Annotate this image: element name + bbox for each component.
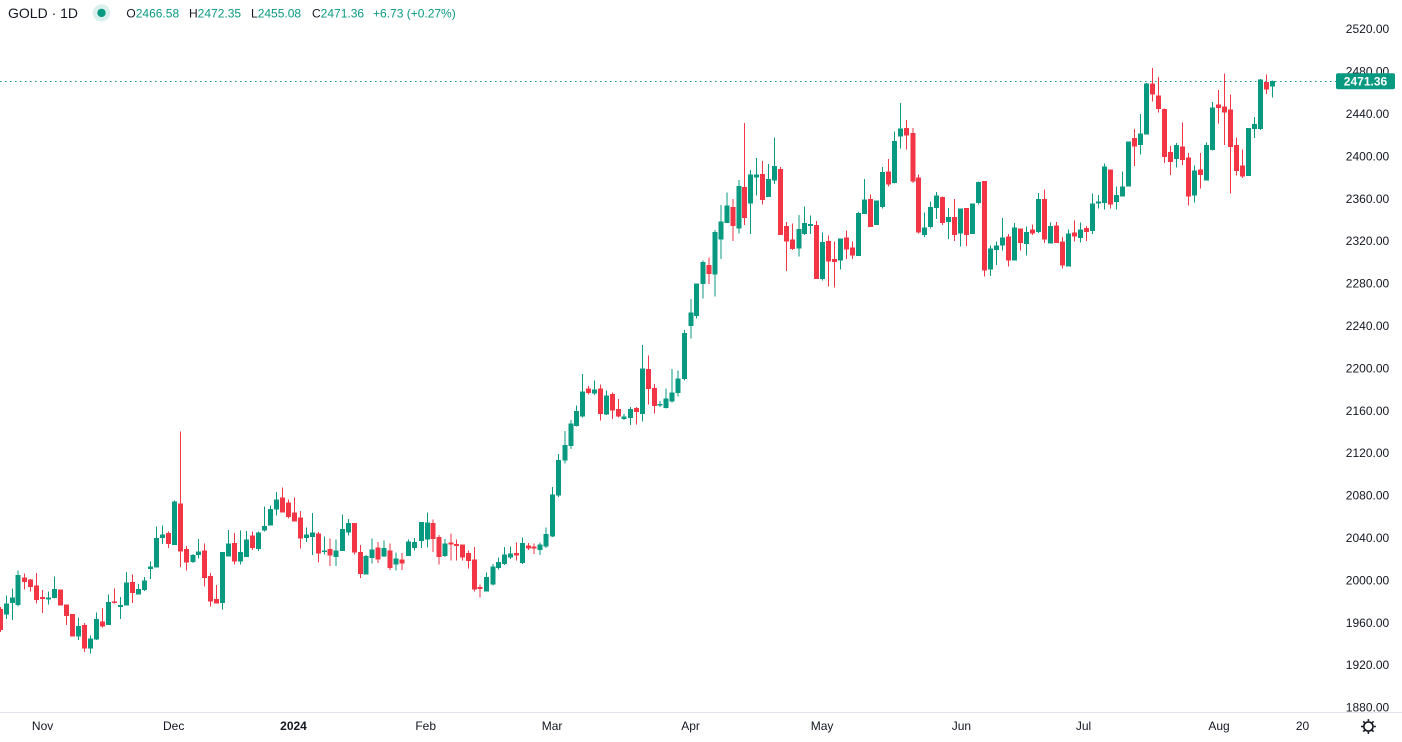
svg-text:2120.00: 2120.00 <box>1346 446 1390 460</box>
svg-text:2024: 2024 <box>280 719 307 733</box>
svg-text:2400.00: 2400.00 <box>1346 149 1390 163</box>
svg-text:Mar: Mar <box>542 719 563 733</box>
svg-text:L2455.08: L2455.08 <box>251 6 301 20</box>
svg-text:1880.00: 1880.00 <box>1346 701 1390 715</box>
svg-text:2440.00: 2440.00 <box>1346 107 1390 121</box>
svg-text:2320.00: 2320.00 <box>1346 234 1390 248</box>
svg-text:Dec: Dec <box>163 719 184 733</box>
svg-text:2240.00: 2240.00 <box>1346 319 1390 333</box>
svg-text:2360.00: 2360.00 <box>1346 192 1390 206</box>
svg-text:+6.73 (+0.27%): +6.73 (+0.27%) <box>373 6 456 20</box>
svg-text:H2472.35: H2472.35 <box>189 6 241 20</box>
svg-text:2160.00: 2160.00 <box>1346 404 1390 418</box>
svg-text:20: 20 <box>1296 719 1310 733</box>
svg-text:Aug: Aug <box>1208 719 1229 733</box>
svg-text:2471.36: 2471.36 <box>1344 75 1388 89</box>
svg-text:Apr: Apr <box>681 719 700 733</box>
svg-text:C2471.36: C2471.36 <box>312 6 364 20</box>
svg-text:Nov: Nov <box>32 719 53 733</box>
svg-text:2200.00: 2200.00 <box>1346 361 1390 375</box>
svg-text:GOLD · 1D: GOLD · 1D <box>8 5 78 21</box>
svg-text:1960.00: 1960.00 <box>1346 616 1390 630</box>
svg-text:2520.00: 2520.00 <box>1346 22 1390 36</box>
svg-text:Jun: Jun <box>952 719 971 733</box>
svg-text:Jul: Jul <box>1076 719 1091 733</box>
svg-text:Feb: Feb <box>415 719 436 733</box>
svg-text:May: May <box>811 719 834 733</box>
svg-text:2040.00: 2040.00 <box>1346 531 1390 545</box>
svg-text:2080.00: 2080.00 <box>1346 489 1390 503</box>
svg-text:2280.00: 2280.00 <box>1346 277 1390 291</box>
svg-text:2000.00: 2000.00 <box>1346 573 1390 587</box>
svg-text:O2466.58: O2466.58 <box>126 6 179 20</box>
svg-text:1920.00: 1920.00 <box>1346 658 1390 672</box>
